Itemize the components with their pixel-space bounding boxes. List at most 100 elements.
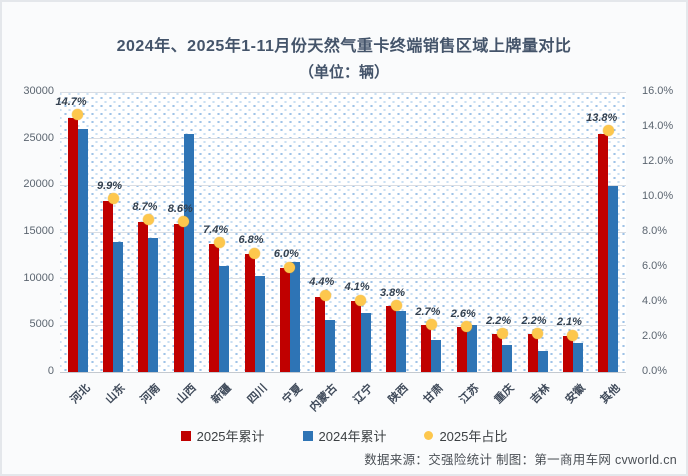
- x-axis-category-label: 其他: [598, 382, 623, 407]
- share-dot: [319, 289, 331, 301]
- x-axis-category-label: 四川: [245, 382, 270, 407]
- y-axis-tick-right: 0.0%: [642, 365, 668, 377]
- bar-2024: [608, 186, 618, 372]
- share-dot: [178, 216, 190, 227]
- share-value-label: 2.7%: [415, 305, 441, 318]
- y-axis-tick-left: 15000: [23, 225, 54, 237]
- bar-2024: [113, 242, 123, 372]
- x-axis-category-label: 辽宁: [351, 382, 376, 407]
- gridline: [60, 92, 626, 93]
- share-dot: [425, 319, 437, 331]
- bar-2024: [290, 262, 300, 372]
- x-axis-category-label: 内蒙古: [308, 382, 340, 414]
- bar-2025: [386, 306, 396, 372]
- x-axis-category-label: 山西: [174, 382, 199, 407]
- chart-title: 2024年、2025年1-11月份天然气重卡终端销售区域上牌量对比 （单位：辆）: [2, 32, 686, 82]
- gridline: [60, 325, 626, 326]
- x-axis-category-label: 吉林: [528, 382, 553, 407]
- bar-2025: [315, 297, 325, 372]
- share-value-label: 2.1%: [556, 316, 582, 329]
- legend-square-marker: [180, 430, 191, 441]
- x-axis-category-label: 安徽: [563, 382, 588, 407]
- x-axis-category-label: 河南: [139, 382, 164, 407]
- share-dot: [461, 321, 473, 332]
- share-dot: [72, 109, 84, 121]
- legend-square-marker: [302, 430, 313, 441]
- share-value-label: 6.0%: [273, 248, 299, 260]
- bar-2025: [280, 268, 290, 372]
- x-axis-category-label: 河北: [68, 382, 93, 407]
- y-axis-tick-right: 10.0%: [642, 190, 674, 202]
- share-value-label: 14.7%: [55, 95, 87, 108]
- share-value-label: 2.2%: [486, 314, 512, 327]
- bar-2024: [255, 276, 265, 372]
- y-axis-tick-left: 5000: [29, 318, 54, 331]
- y-axis-tick-right: 8.0%: [642, 225, 668, 237]
- share-value-label: 4.1%: [344, 281, 370, 294]
- share-dot: [496, 328, 508, 339]
- bar-2025: [351, 301, 361, 372]
- share-value-label: 8.6%: [167, 202, 193, 215]
- share-value-label: 9.9%: [96, 179, 123, 192]
- share-value-label: 8.7%: [132, 200, 158, 213]
- bar-2025: [174, 224, 184, 372]
- bar-2024: [148, 238, 158, 372]
- share-dot: [142, 214, 154, 226]
- share-value-label: 2.6%: [450, 307, 476, 320]
- bar-2025: [563, 336, 573, 372]
- plot-area: 14.7% 河北 9.9% 山东 8.7% 河南 8.6% 山西 7.4% 新疆 6.8% 四川 6.0…: [55, 92, 626, 414]
- bar-2025: [421, 325, 431, 372]
- y-axis-tick-right: 6.0%: [642, 260, 668, 272]
- share-value-label: 7.4%: [203, 223, 229, 236]
- legend-item: 2024年累计: [302, 426, 387, 445]
- legend: 2025年累计 2024年累计 2025年占比: [2, 426, 686, 445]
- share-dot: [107, 193, 119, 205]
- x-axis-category-label: 山东: [103, 382, 128, 407]
- y-axis-tick-right: 14.0%: [642, 120, 674, 132]
- legend-item: 2025年累计: [180, 426, 265, 445]
- source-credit: 数据来源：交强险统计 制图：第一商用车网 cvworld.cn: [364, 453, 677, 467]
- share-dot: [532, 328, 544, 339]
- share-value-label: 2.2%: [521, 314, 547, 327]
- y-axis-tick-left: 0: [47, 365, 54, 377]
- bar-2025: [138, 222, 148, 372]
- gridline: [60, 278, 626, 279]
- bar-2024: [396, 311, 406, 372]
- x-axis-category-label: 江苏: [457, 382, 482, 407]
- bar-2025: [209, 244, 219, 372]
- gridline: [60, 138, 626, 139]
- x-axis-category-label: 宁夏: [280, 382, 305, 407]
- x-axis-category-label: 甘肃: [422, 382, 447, 407]
- gridline: [60, 185, 626, 186]
- y-axis-tick-left: 20000: [23, 178, 54, 191]
- bar-2025: [598, 134, 608, 372]
- legend-label: 2024年累计: [318, 429, 387, 444]
- y-axis-tick-left: 25000: [23, 131, 54, 144]
- bar-2024: [78, 129, 88, 372]
- bar-2024: [219, 266, 229, 372]
- bar-2024: [573, 343, 583, 372]
- legend-label: 2025年占比: [439, 429, 508, 444]
- share-value-label: 3.8%: [379, 286, 406, 299]
- bar-2024: [431, 340, 441, 372]
- x-axis-category-label: 重庆: [492, 382, 517, 407]
- bar-2025: [457, 327, 467, 372]
- y-axis-tick-right: 12.0%: [642, 155, 674, 167]
- bar-2024: [325, 320, 335, 372]
- legend-label: 2025年累计: [196, 429, 265, 444]
- y-axis-tick-right: 4.0%: [642, 295, 668, 307]
- bar-2024: [184, 134, 194, 372]
- share-dot: [355, 294, 367, 306]
- share-dot: [567, 329, 579, 341]
- legend-item: 2025年占比: [424, 426, 507, 445]
- y-axis-tick-right: 16.0%: [642, 85, 674, 97]
- chart-title-line1: 2024年、2025年1-11月份天然气重卡终端销售区域上牌量对比: [116, 38, 572, 55]
- bar-2025: [68, 118, 78, 372]
- x-axis-category-label: 陕西: [386, 382, 411, 407]
- chart-title-unit: （单位：辆）: [298, 64, 389, 81]
- legend-circle-marker: [424, 431, 434, 440]
- share-value-label: 13.8%: [586, 111, 618, 124]
- share-value-label: 6.8%: [238, 234, 264, 246]
- bar-2024: [467, 325, 477, 372]
